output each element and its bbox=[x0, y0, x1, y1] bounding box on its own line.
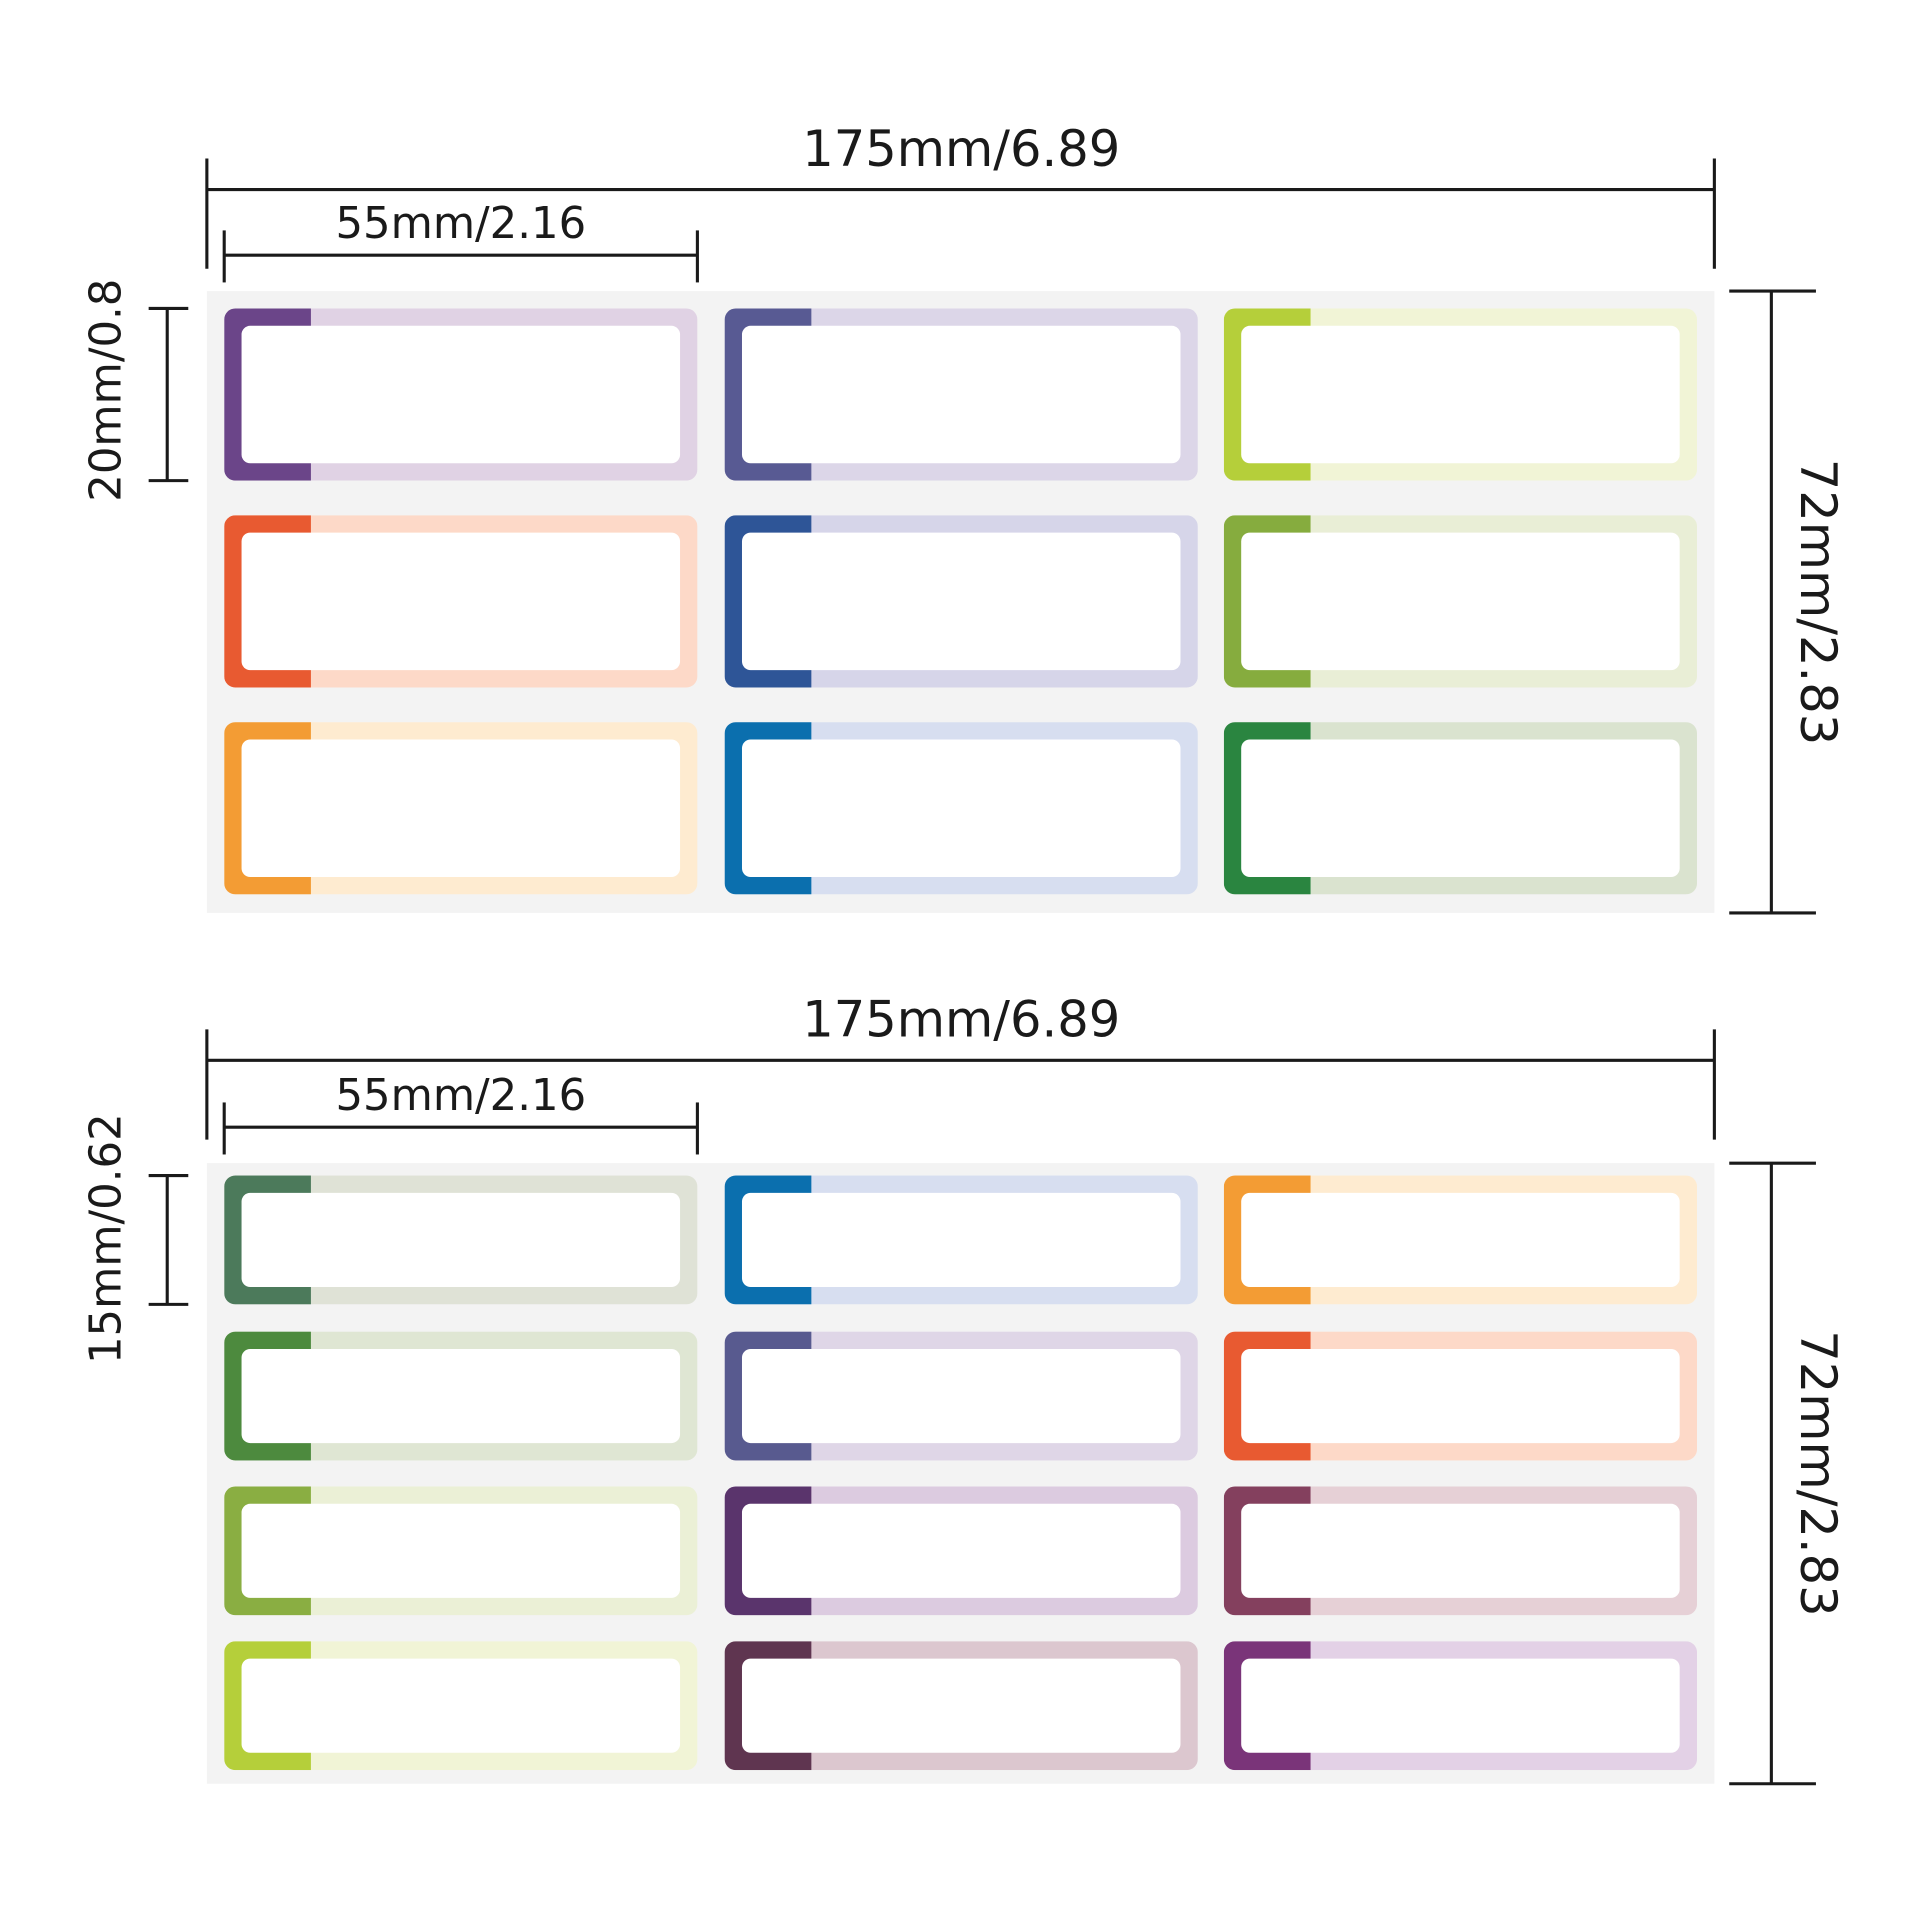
label bbox=[224, 722, 698, 895]
label-writing-area bbox=[241, 1658, 681, 1753]
label-writing-area bbox=[1241, 1192, 1680, 1288]
label-width-label: 55mm/2.16 bbox=[335, 1071, 586, 1121]
label bbox=[724, 1331, 1198, 1461]
label-writing-area bbox=[1241, 1503, 1680, 1598]
label-writing-area bbox=[1241, 1348, 1680, 1444]
label-writing-area bbox=[1241, 325, 1680, 464]
label bbox=[724, 1486, 1198, 1616]
label-writing-area bbox=[241, 1192, 681, 1288]
label-height-label: 15mm/0.62 bbox=[82, 1113, 132, 1364]
label-writing-area bbox=[741, 739, 1181, 878]
label-writing-area bbox=[241, 325, 681, 464]
label bbox=[224, 1331, 698, 1461]
label bbox=[1223, 515, 1698, 688]
label-writing-area bbox=[241, 739, 681, 878]
label-height-label: 20mm/0.8 bbox=[82, 279, 132, 502]
label bbox=[1223, 308, 1698, 481]
label-writing-area bbox=[1241, 532, 1680, 671]
label-writing-area bbox=[1241, 739, 1680, 878]
label bbox=[224, 515, 698, 688]
width-label: 175mm/6.89 bbox=[802, 991, 1120, 1049]
label bbox=[1223, 722, 1698, 895]
label-writing-area bbox=[241, 1503, 681, 1598]
label bbox=[724, 515, 1198, 688]
label bbox=[724, 308, 1198, 481]
label-writing-area bbox=[241, 1348, 681, 1444]
label bbox=[724, 1641, 1198, 1771]
label bbox=[224, 1486, 698, 1616]
label-writing-area bbox=[741, 1192, 1181, 1288]
label bbox=[1223, 1486, 1698, 1616]
height-label: 72mm/2.83 bbox=[1789, 459, 1847, 746]
label bbox=[724, 1175, 1198, 1305]
label-writing-area bbox=[741, 1503, 1181, 1598]
label bbox=[224, 308, 698, 481]
label bbox=[224, 1175, 698, 1305]
label bbox=[1223, 1175, 1698, 1305]
label-writing-area bbox=[241, 532, 681, 671]
label-writing-area bbox=[741, 1658, 1181, 1753]
label-writing-area bbox=[741, 325, 1181, 464]
label bbox=[1223, 1331, 1698, 1461]
label-writing-area bbox=[1241, 1658, 1680, 1753]
label bbox=[224, 1641, 698, 1771]
width-label: 175mm/6.89 bbox=[802, 120, 1120, 178]
label bbox=[724, 722, 1198, 895]
label-width-label: 55mm/2.16 bbox=[335, 199, 586, 249]
height-label: 72mm/2.83 bbox=[1789, 1330, 1847, 1617]
label bbox=[1223, 1641, 1698, 1771]
label-writing-area bbox=[741, 1348, 1181, 1444]
label-writing-area bbox=[741, 532, 1181, 671]
